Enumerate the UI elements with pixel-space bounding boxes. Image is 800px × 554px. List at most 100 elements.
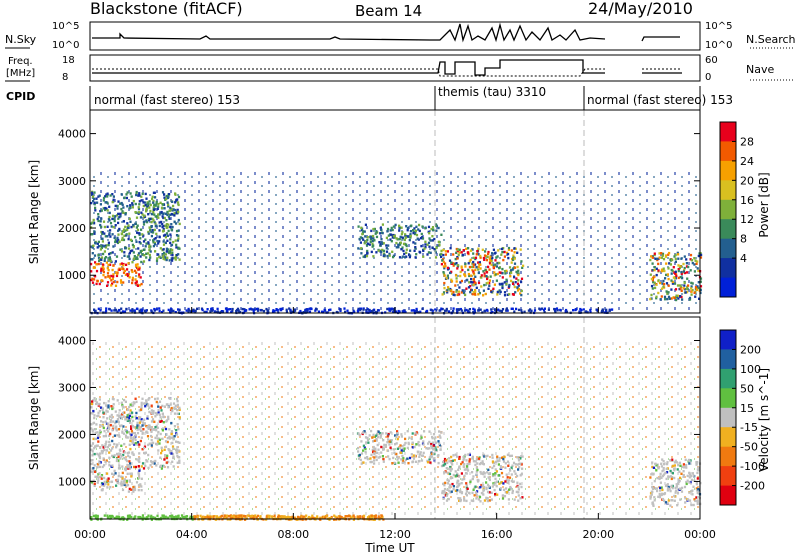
echo-point — [114, 204, 117, 208]
echo-point — [375, 437, 378, 441]
echo-point — [126, 517, 129, 520]
echo-point — [454, 257, 457, 261]
echo-point — [146, 415, 149, 418]
echo-point — [693, 479, 696, 482]
echo-point — [308, 310, 312, 314]
echo-point — [275, 308, 278, 311]
echo-point — [523, 310, 526, 313]
echo-point — [659, 472, 662, 476]
echo-point — [451, 292, 454, 295]
echo-point — [668, 262, 671, 265]
echo-point — [105, 201, 108, 204]
echo-point — [696, 285, 699, 288]
echo-point — [455, 289, 458, 292]
echo-point — [262, 309, 266, 313]
echo-point — [94, 209, 97, 212]
echo-point — [684, 291, 687, 294]
echo-point — [138, 273, 141, 276]
echo-point — [167, 205, 170, 208]
echo-point — [175, 234, 179, 237]
echo-point — [477, 261, 480, 264]
echo-point — [122, 432, 126, 435]
echo-point — [498, 459, 501, 462]
echo-point — [123, 234, 126, 237]
echo-point — [400, 458, 403, 461]
x-tick-label: 08:00 — [277, 528, 309, 541]
echo-point — [98, 282, 101, 286]
echo-point — [501, 267, 504, 271]
echo-point — [399, 241, 402, 244]
echo-point — [398, 229, 401, 232]
echo-point — [122, 262, 125, 266]
echo-point — [154, 436, 157, 440]
echo-point — [235, 308, 239, 312]
echo-point — [375, 455, 378, 458]
colorbar-tick-label: 8 — [740, 233, 747, 246]
echo-point — [422, 443, 425, 446]
echo-point — [697, 466, 700, 469]
echo-point — [681, 271, 684, 274]
echo-point — [664, 298, 667, 301]
echo-point — [662, 285, 665, 288]
echo-point — [475, 253, 478, 256]
echo-point — [111, 472, 114, 475]
echo-point — [111, 214, 115, 218]
echo-point — [412, 230, 415, 233]
echo-point — [125, 233, 128, 236]
echo-point — [141, 308, 144, 311]
echo-point — [138, 203, 141, 206]
echo-point — [178, 441, 181, 444]
echo-point — [673, 494, 676, 498]
echo-point — [175, 210, 178, 214]
echo-point — [445, 492, 448, 495]
echo-point — [147, 427, 150, 430]
echo-point — [455, 277, 458, 280]
echo-point — [672, 276, 675, 279]
echo-point — [463, 457, 466, 460]
echo-point — [511, 268, 514, 271]
echo-point — [357, 457, 361, 460]
echo-point — [658, 494, 662, 497]
echo-point — [486, 454, 489, 458]
echo-point — [178, 416, 181, 419]
echo-point — [452, 454, 455, 457]
echo-point — [685, 464, 688, 467]
echo-point — [357, 247, 360, 250]
echo-point — [159, 464, 162, 467]
echo-point — [674, 491, 677, 494]
echo-point — [442, 482, 445, 486]
echo-point — [112, 245, 115, 248]
echo-point — [449, 477, 452, 480]
echo-point — [653, 479, 656, 483]
echo-point — [414, 310, 417, 313]
echo-point — [461, 253, 464, 257]
echo-point — [411, 446, 414, 449]
cpid-segment-1: normal (fast stereo) 153 — [94, 93, 240, 107]
y-tick-label: 1000 — [58, 269, 86, 282]
echo-point — [123, 398, 126, 402]
echo-point — [427, 230, 430, 234]
echo-point — [471, 281, 474, 284]
echo-point — [477, 271, 480, 275]
echo-point — [666, 487, 670, 490]
echo-point — [472, 475, 475, 478]
echo-point — [97, 307, 100, 310]
echo-point — [652, 503, 655, 506]
echo-point — [101, 240, 104, 243]
echo-point — [520, 473, 523, 476]
echo-point — [159, 406, 162, 409]
echo-point — [166, 256, 169, 259]
echo-point — [421, 307, 424, 310]
echo-point — [113, 442, 116, 446]
echo-point — [301, 518, 304, 521]
echo-point — [671, 472, 674, 475]
echo-point — [160, 311, 164, 314]
echo-point — [375, 458, 378, 462]
echo-point — [448, 259, 452, 262]
echo-point — [121, 516, 124, 519]
echo-point — [472, 260, 475, 264]
echo-point — [141, 253, 144, 256]
echo-point — [167, 308, 170, 312]
echo-point — [660, 268, 664, 271]
